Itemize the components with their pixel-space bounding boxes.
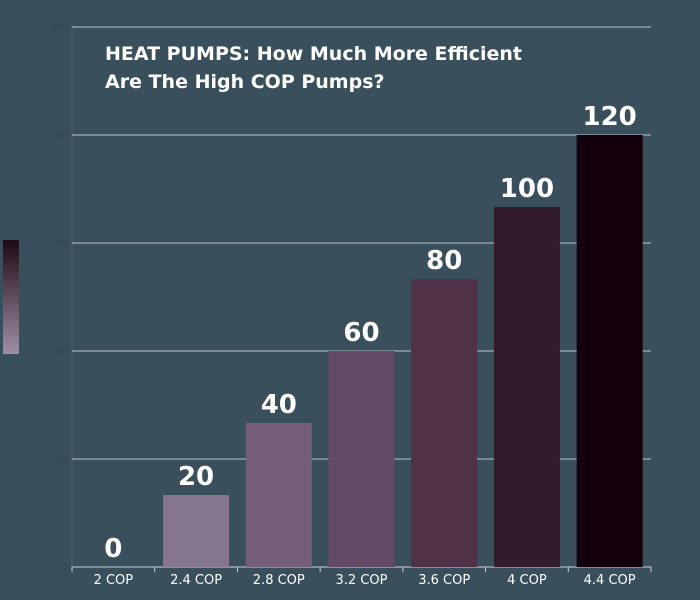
y-tick-label: 120 bbox=[51, 131, 68, 141]
data-label: 40 bbox=[261, 390, 297, 420]
bar bbox=[328, 351, 395, 567]
data-label: 100 bbox=[500, 174, 554, 204]
x-tick-label: 4.4 COP bbox=[584, 573, 636, 588]
data-label: 0 bbox=[104, 534, 122, 564]
y-tick-label: 150 bbox=[51, 23, 68, 33]
data-label: 60 bbox=[343, 318, 379, 348]
x-tick-label: 2.8 COP bbox=[253, 573, 305, 588]
bar bbox=[163, 495, 230, 567]
y-tick-label: 60 bbox=[57, 347, 69, 357]
x-tick-label: 3.2 COP bbox=[336, 573, 388, 588]
x-tick-label: 3.6 COP bbox=[418, 573, 470, 588]
y-tick-label: 90 bbox=[57, 239, 69, 249]
bar bbox=[576, 135, 643, 567]
x-tick-label: 2 COP bbox=[94, 573, 134, 588]
chart-title-line1: HEAT PUMPS: How Much More Efficient bbox=[105, 43, 522, 65]
data-label: 20 bbox=[178, 462, 214, 492]
y-tick-label: 30 bbox=[57, 455, 69, 465]
bar bbox=[245, 423, 312, 567]
y-tick-label: 0 bbox=[62, 563, 68, 573]
chart-title-line2: Are The High COP Pumps? bbox=[105, 71, 385, 93]
data-label: 80 bbox=[426, 246, 462, 276]
x-tick-label: 4 COP bbox=[507, 573, 547, 588]
bar bbox=[493, 207, 560, 567]
data-label: 120 bbox=[583, 102, 637, 132]
x-tick-label: 2.4 COP bbox=[170, 573, 222, 588]
bar bbox=[411, 279, 478, 567]
color-scale-legend bbox=[3, 240, 19, 354]
